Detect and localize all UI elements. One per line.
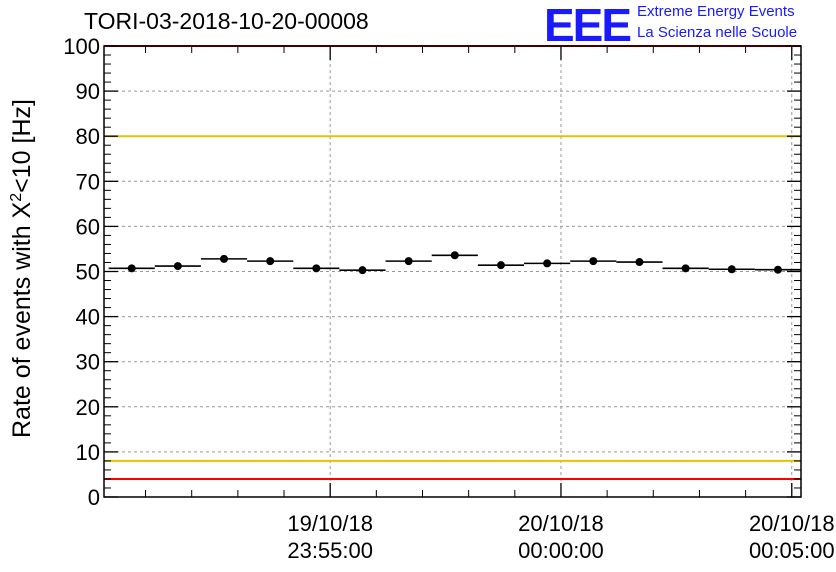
y-tick-label: 0 [88,485,100,510]
logo-subtitle-2: La Scienza nelle Scuole [637,24,798,41]
data-point [312,264,321,273]
x-tick-date: 19/10/18 [287,511,373,536]
data-point [543,259,552,268]
chart-title: TORI-03-2018-10-20-00008 [84,8,369,34]
y-tick-label: 10 [76,440,100,465]
y-tick-label: 70 [76,169,100,194]
x-tick-date: 20/10/18 [749,511,835,536]
y-tick-label: 80 [76,124,100,149]
y-tick-label: 100 [63,34,100,59]
y-tick-label: 50 [76,260,100,285]
data-point [173,262,182,271]
y-tick-label: 60 [76,214,100,239]
data-point [127,264,136,273]
data-point [450,251,459,260]
y-axis-label-main: Rate of events with X [8,201,36,438]
data-series [108,251,801,275]
data-point [220,254,229,263]
y-axis-label-sup: 2 [8,193,25,202]
x-tick-time: 00:05:00 [749,538,835,563]
y-axis-label-tail: <10 [Hz] [8,99,36,193]
eee-logo: EEE [544,0,632,51]
logo-subtitle-1: Extreme Energy Events [637,3,795,20]
data-point [681,264,690,273]
y-axis-label: Rate of events with X2<10 [Hz] [8,99,36,438]
y-tick-label: 90 [76,79,100,104]
y-tick-label: 30 [76,350,100,375]
limit-lines [104,45,801,480]
x-tick-time: 23:55:00 [287,538,373,563]
data-point [358,266,367,275]
x-tick-date: 20/10/18 [518,511,604,536]
y-tick-label: 20 [76,395,100,420]
y-tick-label: 40 [76,305,100,330]
data-point [727,265,736,274]
data-point [773,265,782,274]
data-point [496,261,505,270]
data-point [589,257,598,266]
grid-layer [104,46,801,497]
data-point [266,257,275,266]
data-point [635,258,644,267]
x-tick-time: 00:00:00 [518,538,604,563]
data-point [404,257,413,266]
